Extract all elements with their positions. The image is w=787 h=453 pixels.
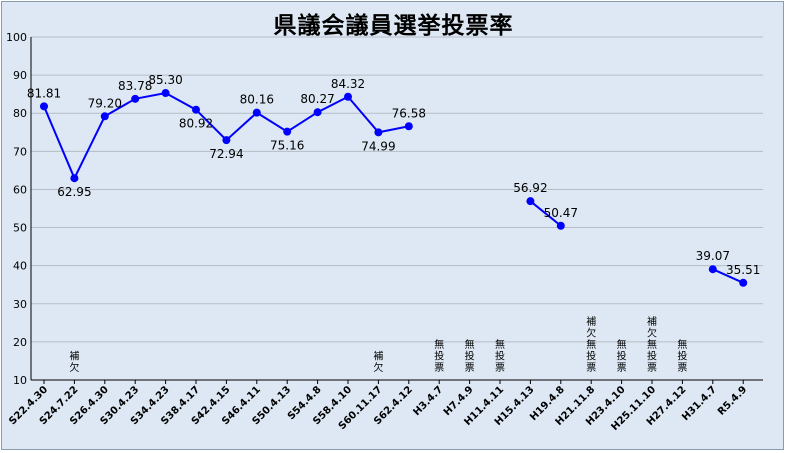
- y-tick-label: 70: [13, 145, 27, 158]
- data-label: 56.92: [513, 181, 547, 195]
- x-tick-label: R5.4.9: [716, 384, 749, 417]
- data-point: [192, 105, 200, 114]
- annotation-label: 補欠無投票: [586, 315, 596, 374]
- y-tick-label: 100: [6, 31, 27, 44]
- data-point: [344, 92, 352, 101]
- data-point: [283, 127, 292, 136]
- data-point: [40, 102, 48, 111]
- annotation-label: 補欠: [373, 350, 383, 375]
- y-tick-label: 20: [13, 336, 27, 349]
- series-line: [529, 200, 562, 227]
- data-point: [70, 174, 79, 183]
- annotation-label: 無投票: [617, 338, 627, 374]
- data-label: 81.81: [27, 86, 61, 100]
- y-tick-label: 60: [13, 183, 27, 196]
- y-tick-label: 10: [13, 374, 27, 387]
- data-point: [404, 122, 413, 131]
- data-point: [252, 108, 261, 117]
- annotation-label: 無投票: [434, 338, 444, 374]
- data-label: 75.16: [270, 139, 304, 153]
- data-point: [526, 197, 535, 206]
- data-point: [161, 89, 170, 98]
- annotation-label: 補欠: [69, 350, 79, 375]
- data-label: 85.30: [148, 73, 182, 87]
- y-tick-label: 80: [13, 107, 27, 120]
- annotation-label: 無投票: [465, 338, 475, 374]
- data-point: [556, 221, 565, 230]
- data-point: [131, 94, 140, 103]
- data-label: 79.20: [88, 96, 122, 110]
- data-point: [739, 278, 748, 287]
- data-point: [374, 128, 383, 137]
- data-label: 35.51: [726, 263, 760, 277]
- data-label: 50.47: [544, 206, 578, 220]
- data-point: [708, 265, 717, 274]
- y-tick-label: 30: [13, 298, 27, 311]
- y-tick-label: 40: [13, 260, 27, 273]
- data-label: 72.94: [209, 147, 243, 161]
- data-label: 84.32: [331, 77, 365, 91]
- chart-title: 県議会議員選挙投票率: [273, 13, 514, 39]
- data-label: 80.27: [300, 92, 334, 106]
- annotation-label: 無投票: [677, 338, 687, 374]
- data-point: [222, 136, 231, 145]
- data-label: 80.92: [179, 117, 213, 131]
- plot-area: [31, 37, 763, 380]
- annotation-label: 無投票: [495, 338, 505, 374]
- y-tick-label: 50: [13, 222, 27, 235]
- y-tick-label: 90: [13, 69, 27, 82]
- annotation-label: 補欠無投票: [647, 315, 657, 374]
- series-line: [712, 268, 744, 284]
- data-label: 80.16: [240, 93, 274, 107]
- data-point: [313, 108, 322, 117]
- data-label: 39.07: [696, 249, 730, 263]
- data-label: 62.95: [57, 185, 91, 199]
- data-label: 83.78: [118, 79, 152, 93]
- x-tick-label: H3.4.7: [411, 384, 445, 418]
- data-point: [100, 112, 109, 121]
- data-label: 76.58: [392, 106, 426, 120]
- data-label: 74.99: [361, 139, 395, 153]
